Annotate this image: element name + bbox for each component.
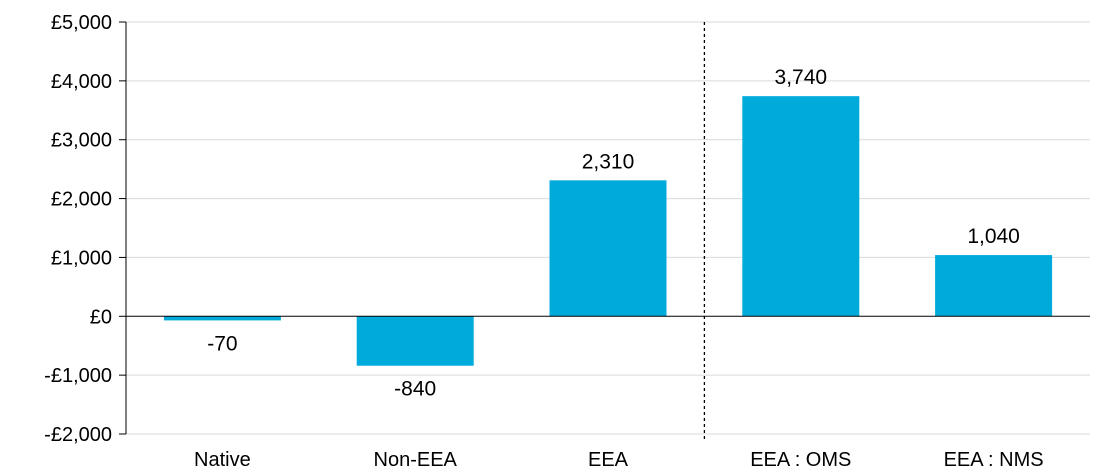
y-tick-label: £2,000 (51, 189, 112, 211)
bar-non-eea (356, 316, 474, 366)
y-tick-label: £3,000 (51, 130, 112, 152)
y-tick-label: £0 (90, 306, 112, 328)
data-label: 3,740 (775, 66, 828, 89)
y-tick-label: £1,000 (51, 247, 112, 269)
bar-native (163, 316, 281, 321)
bar-eea-nms (935, 255, 1053, 317)
data-label: 2,310 (582, 150, 635, 173)
axes (119, 21, 1090, 440)
x-tick-label: EEA : NMS (944, 449, 1044, 470)
y-tick-label: -£2,000 (44, 424, 112, 446)
bar-eea-oms (742, 96, 860, 317)
labels: £5,000 £4,000 £3,000 £2,000 £1,000 £0 -£1,000 -… (44, 12, 1044, 471)
y-tick-label: -£1,000 (44, 365, 112, 387)
data-label: 1,040 (967, 225, 1020, 248)
x-tick-label: Non-EEA (374, 449, 458, 470)
data-label: -70 (207, 332, 237, 355)
bar-eea (549, 180, 667, 317)
data-label: -840 (394, 378, 436, 401)
y-tick-label: £4,000 (51, 71, 112, 93)
bars (163, 96, 1053, 366)
x-tick-label: EEA : OMS (750, 449, 851, 470)
y-tick-label: £5,000 (51, 12, 112, 34)
x-tick-label: EEA (588, 449, 629, 470)
x-tick-label: Native (194, 449, 251, 470)
